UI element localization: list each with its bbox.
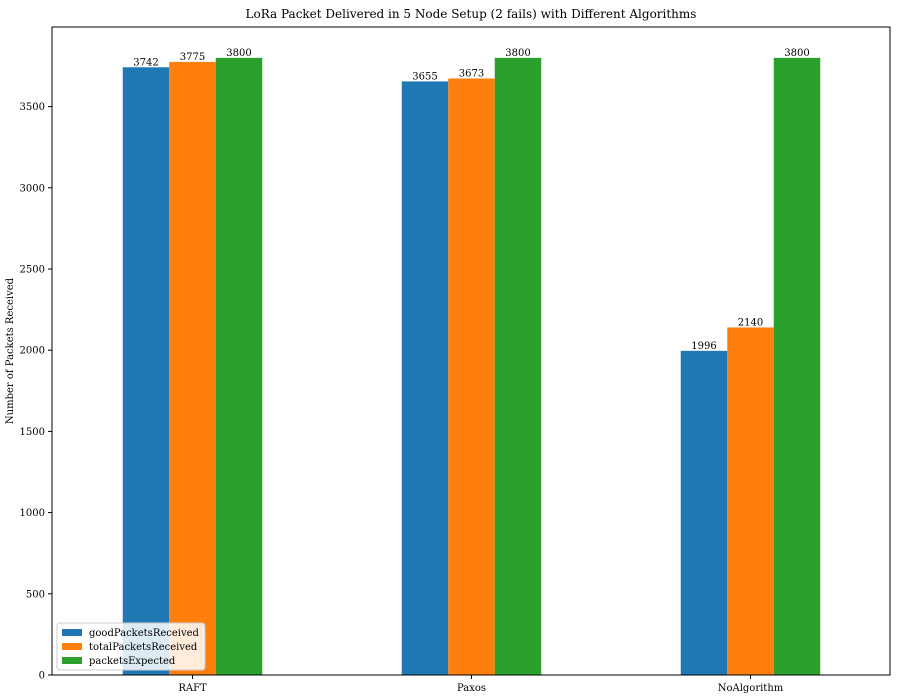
bar-label-raft-goodPacketsReceived: 3742 [133,57,158,68]
y-tick-label: 500 [26,589,45,600]
bar-paxos-goodPacketsReceived [401,81,449,676]
x-tick-label-paxos: Paxos [457,683,486,694]
y-tick-label: 3000 [20,183,45,194]
bar-label-raft-totalPacketsReceived: 3775 [180,52,205,63]
y-tick-label: 2500 [20,264,45,275]
y-tick-label: 2000 [20,346,45,357]
legend-swatch-goodPacketsReceived [62,629,82,636]
legend-label-totalPacketsReceived: totalPacketsReceived [89,642,198,653]
y-tick-label: 3500 [20,102,45,113]
legend-swatch-totalPacketsReceived [62,643,82,650]
bar-paxos-packetsExpected [494,57,542,676]
bar-label-paxos-totalPacketsReceived: 3673 [459,68,484,79]
y-tick-label: 1500 [20,427,45,438]
legend-swatch-packetsExpected [62,657,82,664]
bar-noalgorithm-goodPacketsReceived [680,350,728,675]
bar-noalgorithm-packetsExpected [773,57,821,676]
x-axis-ticks: RAFT Paxos NoAlgorithm [178,675,784,694]
y-tick-label: 1000 [20,508,45,519]
y-tick-label: 0 [39,671,45,682]
bar-raft-packetsExpected [215,57,263,676]
bar-labels-group: 3742 3775 3800 3655 3673 3800 1996 2140 3800 [133,48,809,352]
bar-label-noalgorithm-totalPacketsReceived: 2140 [738,317,763,328]
bar-label-raft-packetsExpected: 3800 [226,48,251,59]
bar-noalgorithm-totalPacketsReceived [727,327,774,675]
bar-label-paxos-goodPacketsReceived: 3655 [412,71,437,82]
bar-paxos-totalPacketsReceived [448,78,495,675]
y-axis-ticks: 0 500 1000 1500 2000 2500 3000 3500 [20,102,52,682]
bar-label-noalgorithm-goodPacketsReceived: 1996 [691,341,716,352]
legend-label-goodPacketsReceived: goodPacketsReceived [89,628,200,639]
plot-frame [51,26,891,676]
legend: goodPacketsReceived totalPacketsReceived p… [56,622,206,671]
bar-label-paxos-packetsExpected: 3800 [505,48,530,59]
bar-label-noalgorithm-packetsExpected: 3800 [784,48,809,59]
x-tick-label-noalgorithm: NoAlgorithm [718,683,784,694]
bar-raft-goodPacketsReceived [122,67,170,676]
x-tick-label-raft: RAFT [178,683,207,694]
bar-raft-totalPacketsReceived [169,61,216,675]
legend-box [56,622,206,671]
legend-label-packetsExpected: packetsExpected [89,656,176,667]
chart-title: LoRa Packet Delivered in 5 Node Setup (2… [246,7,697,21]
y-axis-label: Number of Packets Received [5,277,16,424]
bars-group [122,57,821,676]
